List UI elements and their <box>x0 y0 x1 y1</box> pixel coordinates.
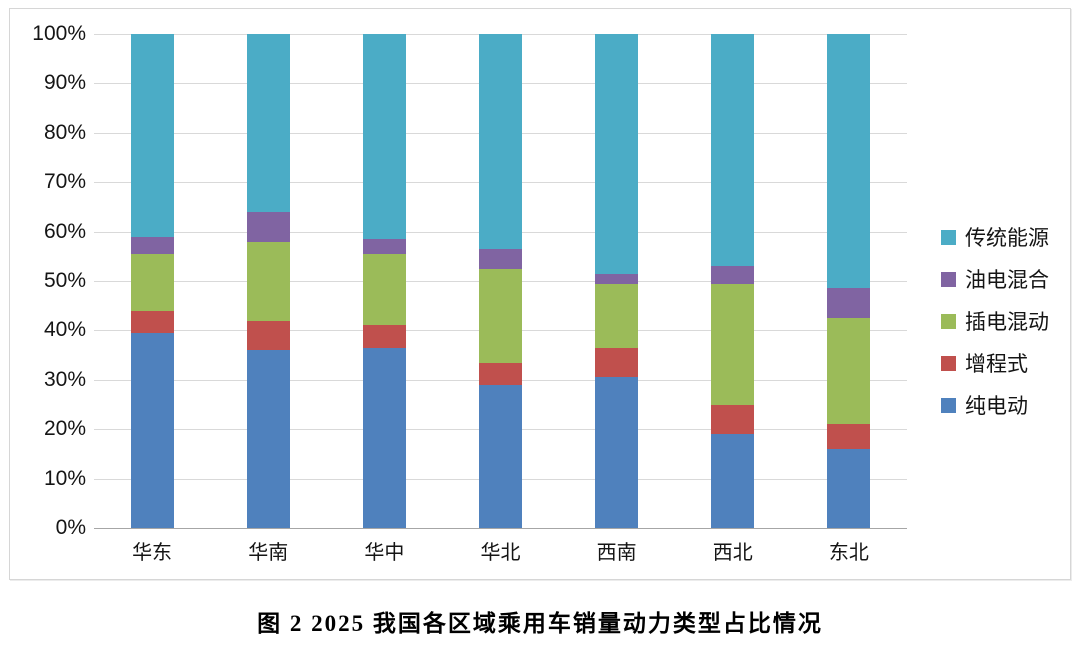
legend-label: 插电混动 <box>965 310 1049 334</box>
legend-item: 增程式 <box>941 348 1049 378</box>
bar-东北 <box>827 34 871 528</box>
legend-item: 传统能源 <box>941 222 1049 252</box>
legend-item: 油电混合 <box>941 264 1049 294</box>
bar-segment-增程式 <box>827 424 871 449</box>
bar-segment-传统能源 <box>827 34 871 289</box>
bar-segment-传统能源 <box>130 34 174 237</box>
bar-华南 <box>246 34 290 528</box>
bar-华东 <box>130 34 174 528</box>
bar-segment-插电混动 <box>246 241 290 321</box>
y-tick-label: 80% <box>43 120 86 144</box>
figure-caption: 图 2 2025 我国各区域乘用车销量动力类型占比情况 <box>257 611 823 636</box>
bar-华北 <box>479 34 522 528</box>
legend-swatch-icon <box>941 313 956 329</box>
bar-segment-纯电动 <box>595 377 639 528</box>
bar-segment-油电混合 <box>827 288 871 319</box>
legend-label: 油电混合 <box>965 268 1049 292</box>
bar-segment-增程式 <box>479 362 522 385</box>
bar-segment-插电混动 <box>362 253 406 326</box>
bar-segment-油电混合 <box>711 266 755 284</box>
legend-label: 增程式 <box>965 352 1028 376</box>
legend-swatch-icon <box>941 355 956 371</box>
y-tick-label: 70% <box>43 170 86 194</box>
bar-segment-油电混合 <box>246 211 290 242</box>
bar-segment-纯电动 <box>362 347 406 528</box>
bar-segment-插电混动 <box>595 283 639 348</box>
bar-segment-纯电动 <box>130 332 174 528</box>
x-tick-label: 华东 <box>132 542 173 564</box>
bar-segment-油电混合 <box>479 248 522 269</box>
bar-西南 <box>595 34 639 528</box>
legend-swatch-icon <box>941 229 956 245</box>
bar-segment-传统能源 <box>246 34 290 212</box>
bar-华中 <box>362 34 406 528</box>
legend-label: 传统能源 <box>965 226 1049 250</box>
legend-swatch-icon <box>941 397 956 413</box>
x-tick-label: 华中 <box>364 542 405 564</box>
legend-label: 纯电动 <box>965 394 1028 418</box>
bar-segment-增程式 <box>595 347 639 378</box>
x-tick-label: 华南 <box>248 542 289 564</box>
bar-segment-纯电动 <box>827 448 871 528</box>
bar-segment-增程式 <box>130 310 174 333</box>
bar-segment-增程式 <box>711 404 755 435</box>
legend-swatch-icon <box>941 271 956 287</box>
bar-segment-增程式 <box>362 325 406 348</box>
y-tick-label: 100% <box>32 22 86 45</box>
bar-segment-油电混合 <box>362 239 406 254</box>
y-tick-label: 40% <box>43 318 86 342</box>
legend-item: 纯电动 <box>941 390 1049 420</box>
bar-segment-插电混动 <box>130 253 174 311</box>
y-tick-label: 0% <box>55 516 86 539</box>
x-axis-tick-labels: 华东 华南 华中 华北 西南 西北 东北 <box>94 536 907 566</box>
bar-segment-增程式 <box>246 320 290 351</box>
x-tick-label: 西南 <box>596 542 637 564</box>
bar-segment-传统能源 <box>711 34 755 267</box>
bar-segment-插电混动 <box>827 318 871 425</box>
bar-segment-传统能源 <box>479 34 522 249</box>
legend-item: 插电混动 <box>941 306 1049 336</box>
bar-segment-纯电动 <box>711 434 755 528</box>
y-tick-label: 50% <box>43 269 86 292</box>
y-tick-label: 60% <box>43 219 86 243</box>
y-tick-label: 20% <box>43 417 86 441</box>
bar-segment-油电混合 <box>595 273 639 284</box>
x-tick-label: 西北 <box>712 542 753 564</box>
bar-segment-插电混动 <box>479 268 522 363</box>
bar-segment-插电混动 <box>711 283 755 405</box>
x-tick-label: 东北 <box>828 542 869 564</box>
y-tick-label: 30% <box>43 367 86 391</box>
bar-segment-油电混合 <box>130 236 174 254</box>
chart-legend: 传统能源油电混合插电混动增程式纯电动 <box>941 222 1049 420</box>
x-tick-label: 华北 <box>480 542 521 564</box>
y-axis-tick-labels: 0% 10% 20% 30% 40% 50% 60% 70% 80% 90% 100% <box>10 22 86 539</box>
y-tick-label: 10% <box>43 466 86 490</box>
y-tick-label: 90% <box>43 71 86 95</box>
plot-area <box>94 34 907 529</box>
bar-segment-纯电动 <box>246 350 290 528</box>
bar-segment-传统能源 <box>595 34 639 274</box>
bar-segment-传统能源 <box>362 34 406 240</box>
bar-segment-纯电动 <box>479 384 522 528</box>
bar-西北 <box>711 34 755 528</box>
x-axis-line <box>94 528 907 529</box>
stacked-bar-chart: 0% 10% 20% 30% 40% 50% 60% 70% 80% 90% 100% 华东 华南 华中… <box>9 8 1071 580</box>
